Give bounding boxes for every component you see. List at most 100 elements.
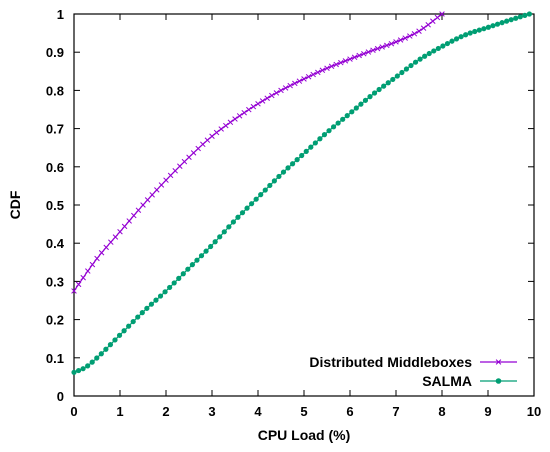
data-point [416,28,422,34]
data-point [80,274,86,281]
data-point [467,30,473,36]
data-point [425,22,431,28]
data-point [98,250,105,256]
data-point [426,50,432,57]
series-distributed-middleboxes [71,11,445,294]
data-point [407,33,413,39]
data-point [344,112,350,119]
x-tick-label: 7 [392,404,399,419]
data-point [340,116,346,122]
data-point [208,243,214,250]
data-point [353,105,359,111]
data-point [154,187,160,193]
data-point [289,161,296,167]
legend-marker-glyph [495,378,502,384]
data-point [347,56,353,62]
data-point [385,80,391,86]
legend-marker-glyph [495,359,502,365]
x-tick-label: 8 [438,404,445,419]
data-point [212,239,218,245]
data-point [296,78,303,84]
data-point [439,11,445,17]
x-tick-label: 9 [484,404,491,419]
data-point [167,172,174,179]
data-point [262,187,268,193]
data-point [80,366,86,372]
data-point [98,351,104,357]
x-tick-label: 0 [70,404,77,419]
data-point [317,136,323,142]
data-point [403,66,410,72]
data-point [195,145,201,152]
data-point [411,31,418,37]
data-point [335,120,341,126]
data-point [522,12,528,19]
data-point [472,28,478,35]
data-point [308,144,314,150]
y-tick-label: 0.9 [46,45,64,60]
data-point [379,44,385,50]
data-point [94,255,100,262]
data-point [258,192,264,198]
data-point [463,32,469,38]
data-point [504,18,510,24]
data-point [140,202,146,208]
data-point [267,182,273,189]
data-point [239,210,246,216]
legend-marker-distributed-middleboxes [495,359,502,365]
data-point [94,355,100,361]
data-point [121,328,127,334]
data-point [259,98,266,104]
data-point [271,178,277,184]
data-point [444,40,451,47]
data-point [181,158,188,165]
data-point [186,154,192,161]
data-point [236,113,243,119]
data-point [299,152,305,159]
data-point [75,367,82,374]
y-axis-label: CDF [7,190,23,219]
data-point [89,359,95,365]
data-point [494,21,501,27]
data-point [144,197,151,203]
data-point [381,83,387,89]
data-point [453,36,460,42]
axes: 0 1 2 3 4 5 6 7 8 9 10 0 0.1 0.2 0.3 0.4 0.5 0.6 0.7 0.8 0.9… [46,7,541,419]
y-tick-label: 0.1 [46,351,64,366]
y-tick-label: 0.4 [46,236,65,251]
data-point [310,71,316,78]
data-point [278,87,284,94]
data-point [209,133,215,139]
data-point [89,261,96,268]
x-tick-label: 1 [116,404,123,419]
data-point [177,163,183,169]
data-point [185,266,191,272]
data-point [485,24,492,30]
data-point [71,369,77,375]
data-point [330,124,337,130]
y-tick-label: 0.8 [46,83,64,98]
data-point [303,148,309,154]
data-point [356,52,362,59]
data-point [204,137,211,143]
data-point [338,59,344,66]
data-point [390,76,396,83]
data-point [218,126,224,132]
data-point [349,109,355,115]
data-point [244,205,250,211]
data-point [131,212,137,219]
data-point [358,101,364,107]
data-point [203,248,209,254]
data-point [280,169,287,175]
data-point [285,165,291,171]
data-point [499,20,505,26]
data-point [435,45,441,52]
x-tick-label: 10 [527,404,541,419]
data-point [342,58,349,64]
data-point [103,346,109,352]
data-point [319,67,326,74]
x-tick-label: 3 [208,404,215,419]
data-point [246,106,252,113]
